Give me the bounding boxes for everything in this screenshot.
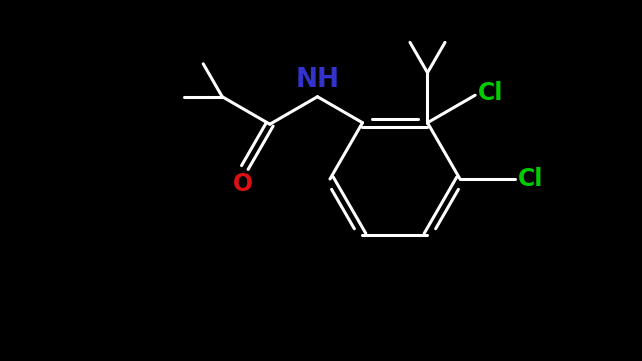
Text: O: O (233, 171, 253, 196)
Text: Cl: Cl (518, 167, 543, 191)
Text: Cl: Cl (478, 81, 503, 105)
Text: NH: NH (295, 67, 340, 93)
